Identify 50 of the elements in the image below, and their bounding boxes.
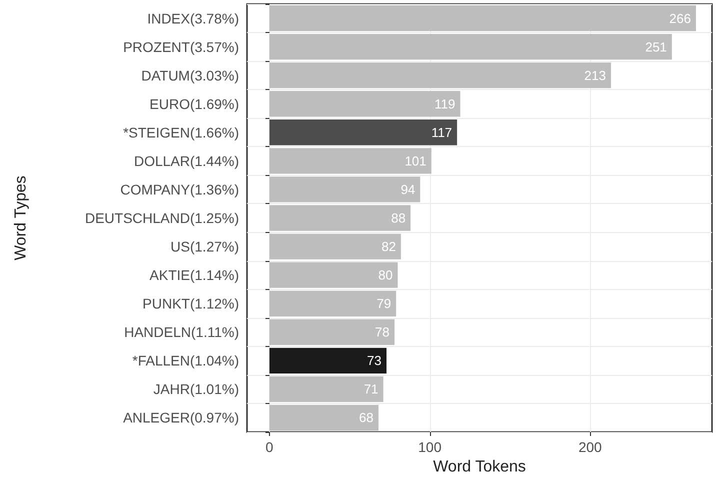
y-tick-label: *FALLEN(1.04%) bbox=[132, 352, 239, 369]
y-tick-label: DOLLAR(1.44%) bbox=[134, 152, 239, 169]
bar bbox=[269, 176, 420, 202]
x-tick-label: 200 bbox=[578, 439, 602, 455]
bar bbox=[269, 148, 432, 174]
y-tick-label: DATUM(3.03%) bbox=[141, 67, 239, 84]
bar bbox=[269, 120, 458, 146]
bar bbox=[269, 234, 401, 260]
y-tick-label: HANDELN(1.11%) bbox=[124, 324, 239, 340]
data-label: 101 bbox=[404, 153, 426, 168]
x-tick-label: 0 bbox=[266, 439, 274, 455]
y-tick-label: PROZENT(3.57%) bbox=[123, 38, 239, 55]
y-tick-label: COMPANY(1.36%) bbox=[120, 181, 239, 198]
y-tick-label: ANLEGER(0.97%) bbox=[123, 410, 239, 426]
data-label: 88 bbox=[391, 210, 406, 226]
data-label: 251 bbox=[645, 39, 667, 54]
bar bbox=[269, 290, 396, 316]
data-label: 78 bbox=[375, 324, 390, 340]
y-tick-label: DEUTSCHLAND(1.25%) bbox=[84, 210, 239, 226]
y-tick-label: *STEIGEN(1.66%) bbox=[123, 124, 239, 140]
bar bbox=[269, 5, 696, 32]
bar bbox=[269, 376, 384, 402]
data-label: 213 bbox=[584, 68, 606, 83]
bar bbox=[269, 34, 672, 60]
data-label: 79 bbox=[376, 296, 392, 312]
y-tick-label: US(1.27%) bbox=[170, 238, 239, 255]
bar bbox=[269, 62, 611, 88]
data-label: 73 bbox=[367, 353, 382, 368]
data-label: 82 bbox=[381, 239, 396, 254]
bar bbox=[269, 319, 395, 345]
bar bbox=[269, 262, 398, 288]
bar bbox=[269, 205, 411, 231]
data-label: 117 bbox=[431, 124, 452, 140]
y-tick-label: INDEX(3.78%) bbox=[147, 10, 239, 26]
x-tick-label: 100 bbox=[418, 439, 442, 455]
bar bbox=[269, 91, 460, 117]
data-label: 68 bbox=[359, 410, 374, 426]
x-axis-title: Word Tokens bbox=[433, 458, 526, 476]
bar bbox=[269, 404, 378, 431]
y-tick-label: PUNKT(1.12%) bbox=[142, 296, 239, 312]
y-tick-label: AKTIE(1.14%) bbox=[150, 267, 239, 284]
bar bbox=[269, 348, 386, 374]
data-label: 71 bbox=[364, 382, 378, 397]
data-label: 94 bbox=[400, 182, 416, 197]
data-label: 80 bbox=[378, 268, 393, 283]
data-label: 266 bbox=[669, 10, 691, 26]
y-tick-label: JAHR(1.01%) bbox=[153, 381, 239, 398]
y-tick-label: EURO(1.69%) bbox=[150, 96, 239, 112]
y-axis-title: Word Types bbox=[12, 176, 30, 260]
data-label: 119 bbox=[434, 96, 456, 112]
